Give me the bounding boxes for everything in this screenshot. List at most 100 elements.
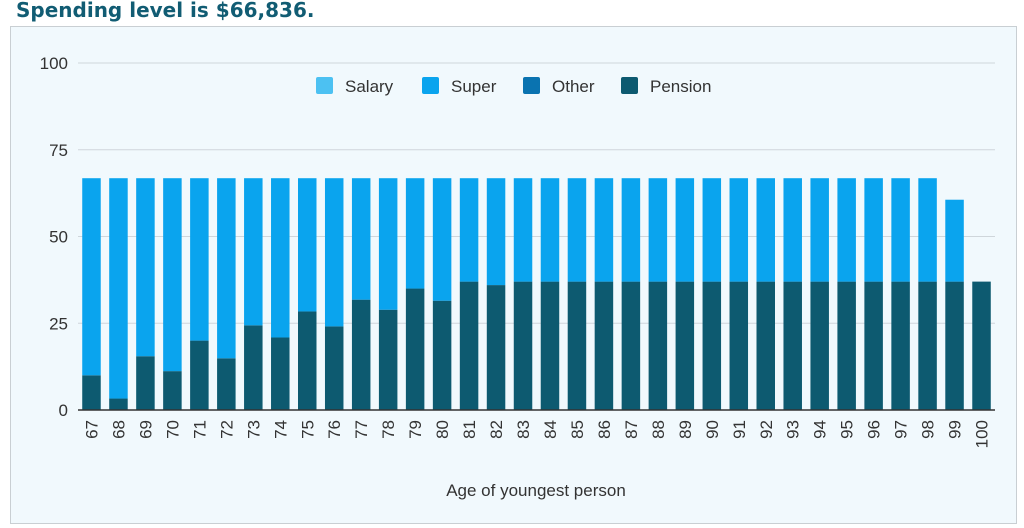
x-tick-label: 86 — [595, 420, 614, 439]
x-tick-label: 77 — [352, 420, 371, 439]
x-tick-label: 80 — [433, 420, 452, 439]
bar-pension-76 — [324, 326, 344, 410]
bar-pension-73 — [244, 325, 263, 410]
bar-super-71 — [190, 178, 209, 341]
chart-heading: Spending level is $66,836. — [16, 0, 315, 22]
bar-super-92 — [756, 178, 775, 282]
bar-pension-96 — [864, 281, 883, 410]
bar-pension-81 — [459, 281, 479, 410]
x-tick-label: 78 — [379, 420, 398, 439]
x-tick-label: 95 — [838, 420, 857, 439]
bar-super-84 — [540, 178, 560, 282]
bar-super-85 — [567, 178, 587, 282]
bar-super-96 — [864, 178, 883, 282]
bar-super-78 — [378, 178, 398, 310]
y-tick-label: 75 — [49, 141, 68, 160]
x-tick-label: 82 — [487, 420, 506, 439]
bar-pension-87 — [621, 281, 641, 410]
bar-super-72 — [217, 178, 236, 359]
x-tick-label: 96 — [865, 420, 884, 439]
x-tick-label: 92 — [757, 420, 776, 439]
bar-super-83 — [513, 178, 533, 282]
bar-super-97 — [891, 178, 910, 282]
x-tick-label: 98 — [919, 420, 938, 439]
bar-pension-83 — [513, 281, 533, 410]
bar-super-86 — [594, 178, 614, 282]
legend-swatch-salary — [316, 77, 333, 94]
x-tick-label: 97 — [892, 420, 911, 439]
bar-pension-86 — [594, 281, 614, 410]
bar-super-69 — [136, 178, 155, 357]
x-tick-label: 69 — [136, 420, 155, 439]
x-tick-label: 75 — [298, 420, 317, 439]
legend-label-super: Super — [451, 77, 497, 96]
bar-pension-80 — [432, 300, 452, 410]
bar-pension-99 — [945, 281, 964, 410]
x-tick-label: 71 — [190, 420, 209, 439]
x-tick-label: 83 — [514, 420, 533, 439]
bar-pension-85 — [567, 281, 587, 410]
bar-pension-69 — [136, 356, 155, 410]
legend: Salary Super Other Pension — [316, 77, 711, 96]
x-tick-label: 94 — [811, 420, 830, 439]
bar-super-81 — [459, 178, 479, 282]
bar-super-77 — [351, 178, 371, 300]
x-axis-label: Age of youngest person — [446, 481, 626, 500]
x-tick-label: 67 — [82, 420, 101, 439]
bar-super-89 — [675, 178, 695, 282]
x-tick-label: 93 — [784, 420, 803, 439]
bar-pension-91 — [729, 281, 749, 410]
y-tick-label: 0 — [59, 401, 68, 420]
bar-super-79 — [405, 178, 425, 289]
bar-super-98 — [918, 178, 937, 282]
legend-swatch-pension — [621, 77, 638, 94]
bars — [82, 178, 991, 410]
legend-swatch-other — [523, 77, 540, 94]
bar-super-67 — [82, 178, 101, 376]
bar-pension-75 — [298, 311, 317, 410]
legend-label-salary: Salary — [345, 77, 394, 96]
bar-super-95 — [837, 178, 856, 282]
bar-super-76 — [324, 178, 344, 327]
bar-pension-70 — [163, 371, 182, 410]
y-tick-label: 25 — [49, 314, 68, 333]
x-axis-ticks: 67 68 69 70 71 72 73 74 75 76 77 78 79 80 81 82 83 84 85 86… — [82, 420, 991, 448]
bar-pension-90 — [702, 281, 722, 410]
x-tick-label: 90 — [703, 420, 722, 439]
bar-pension-67 — [82, 375, 101, 410]
bar-super-80 — [432, 178, 452, 301]
bar-pension-82 — [486, 285, 506, 410]
bar-pension-78 — [378, 309, 398, 410]
bar-pension-97 — [891, 281, 910, 410]
bar-pension-98 — [918, 281, 937, 410]
bar-super-91 — [729, 178, 749, 282]
bar-pension-79 — [405, 288, 425, 410]
x-tick-label: 84 — [541, 420, 560, 439]
x-tick-label: 72 — [217, 420, 236, 439]
bar-pension-68 — [109, 398, 128, 410]
bar-pension-72 — [217, 358, 236, 410]
bar-super-74 — [271, 178, 290, 338]
x-tick-label: 76 — [325, 420, 344, 439]
x-tick-label: 89 — [676, 420, 695, 439]
bar-super-90 — [702, 178, 722, 282]
x-tick-label: 87 — [622, 420, 641, 439]
x-tick-label: 85 — [568, 420, 587, 439]
x-tick-label: 79 — [406, 420, 425, 439]
legend-swatch-super — [422, 77, 439, 94]
bar-pension-84 — [540, 281, 560, 410]
bar-super-68 — [109, 178, 128, 399]
x-tick-label: 99 — [946, 420, 965, 439]
x-tick-label: 100 — [973, 420, 992, 448]
bar-pension-74 — [271, 337, 290, 410]
bar-super-93 — [783, 178, 802, 282]
bar-pension-95 — [837, 281, 856, 410]
legend-label-pension: Pension — [650, 77, 711, 96]
bar-super-73 — [244, 178, 263, 326]
bar-pension-89 — [675, 281, 695, 410]
x-tick-label: 73 — [244, 420, 263, 439]
bar-super-99 — [945, 199, 964, 282]
bar-super-70 — [163, 178, 182, 372]
bar-super-87 — [621, 178, 641, 282]
x-tick-label: 74 — [271, 420, 290, 439]
